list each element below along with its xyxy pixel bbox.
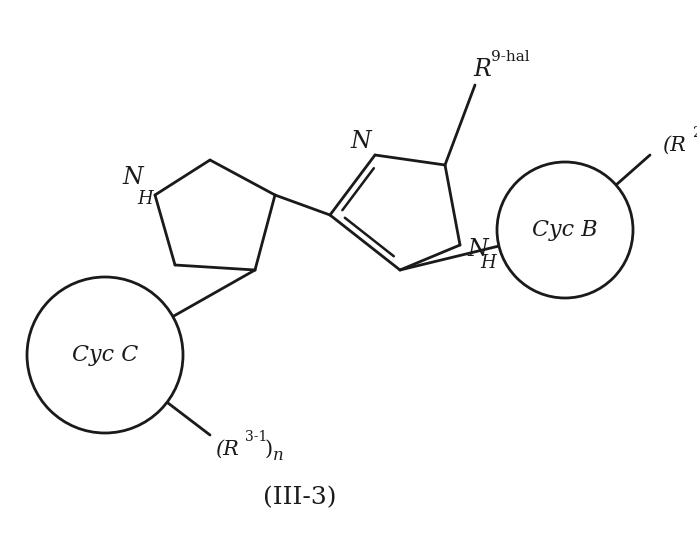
Text: N: N	[468, 237, 489, 260]
Text: H: H	[480, 254, 496, 272]
Text: (R: (R	[215, 440, 239, 458]
Text: 2-1: 2-1	[692, 126, 697, 140]
Text: H: H	[137, 190, 153, 208]
Text: (III-3): (III-3)	[263, 486, 337, 509]
Text: N: N	[351, 129, 372, 153]
Circle shape	[27, 277, 183, 433]
Text: 3-1: 3-1	[245, 430, 268, 444]
Text: ): )	[265, 440, 273, 458]
Text: 9-hal: 9-hal	[491, 50, 530, 64]
Text: Cyc B: Cyc B	[533, 219, 598, 241]
Text: N: N	[123, 165, 144, 189]
Circle shape	[497, 162, 633, 298]
Text: Cyc C: Cyc C	[72, 344, 138, 366]
Text: R: R	[473, 58, 491, 81]
Text: n: n	[273, 447, 284, 465]
Text: (R: (R	[662, 135, 686, 154]
